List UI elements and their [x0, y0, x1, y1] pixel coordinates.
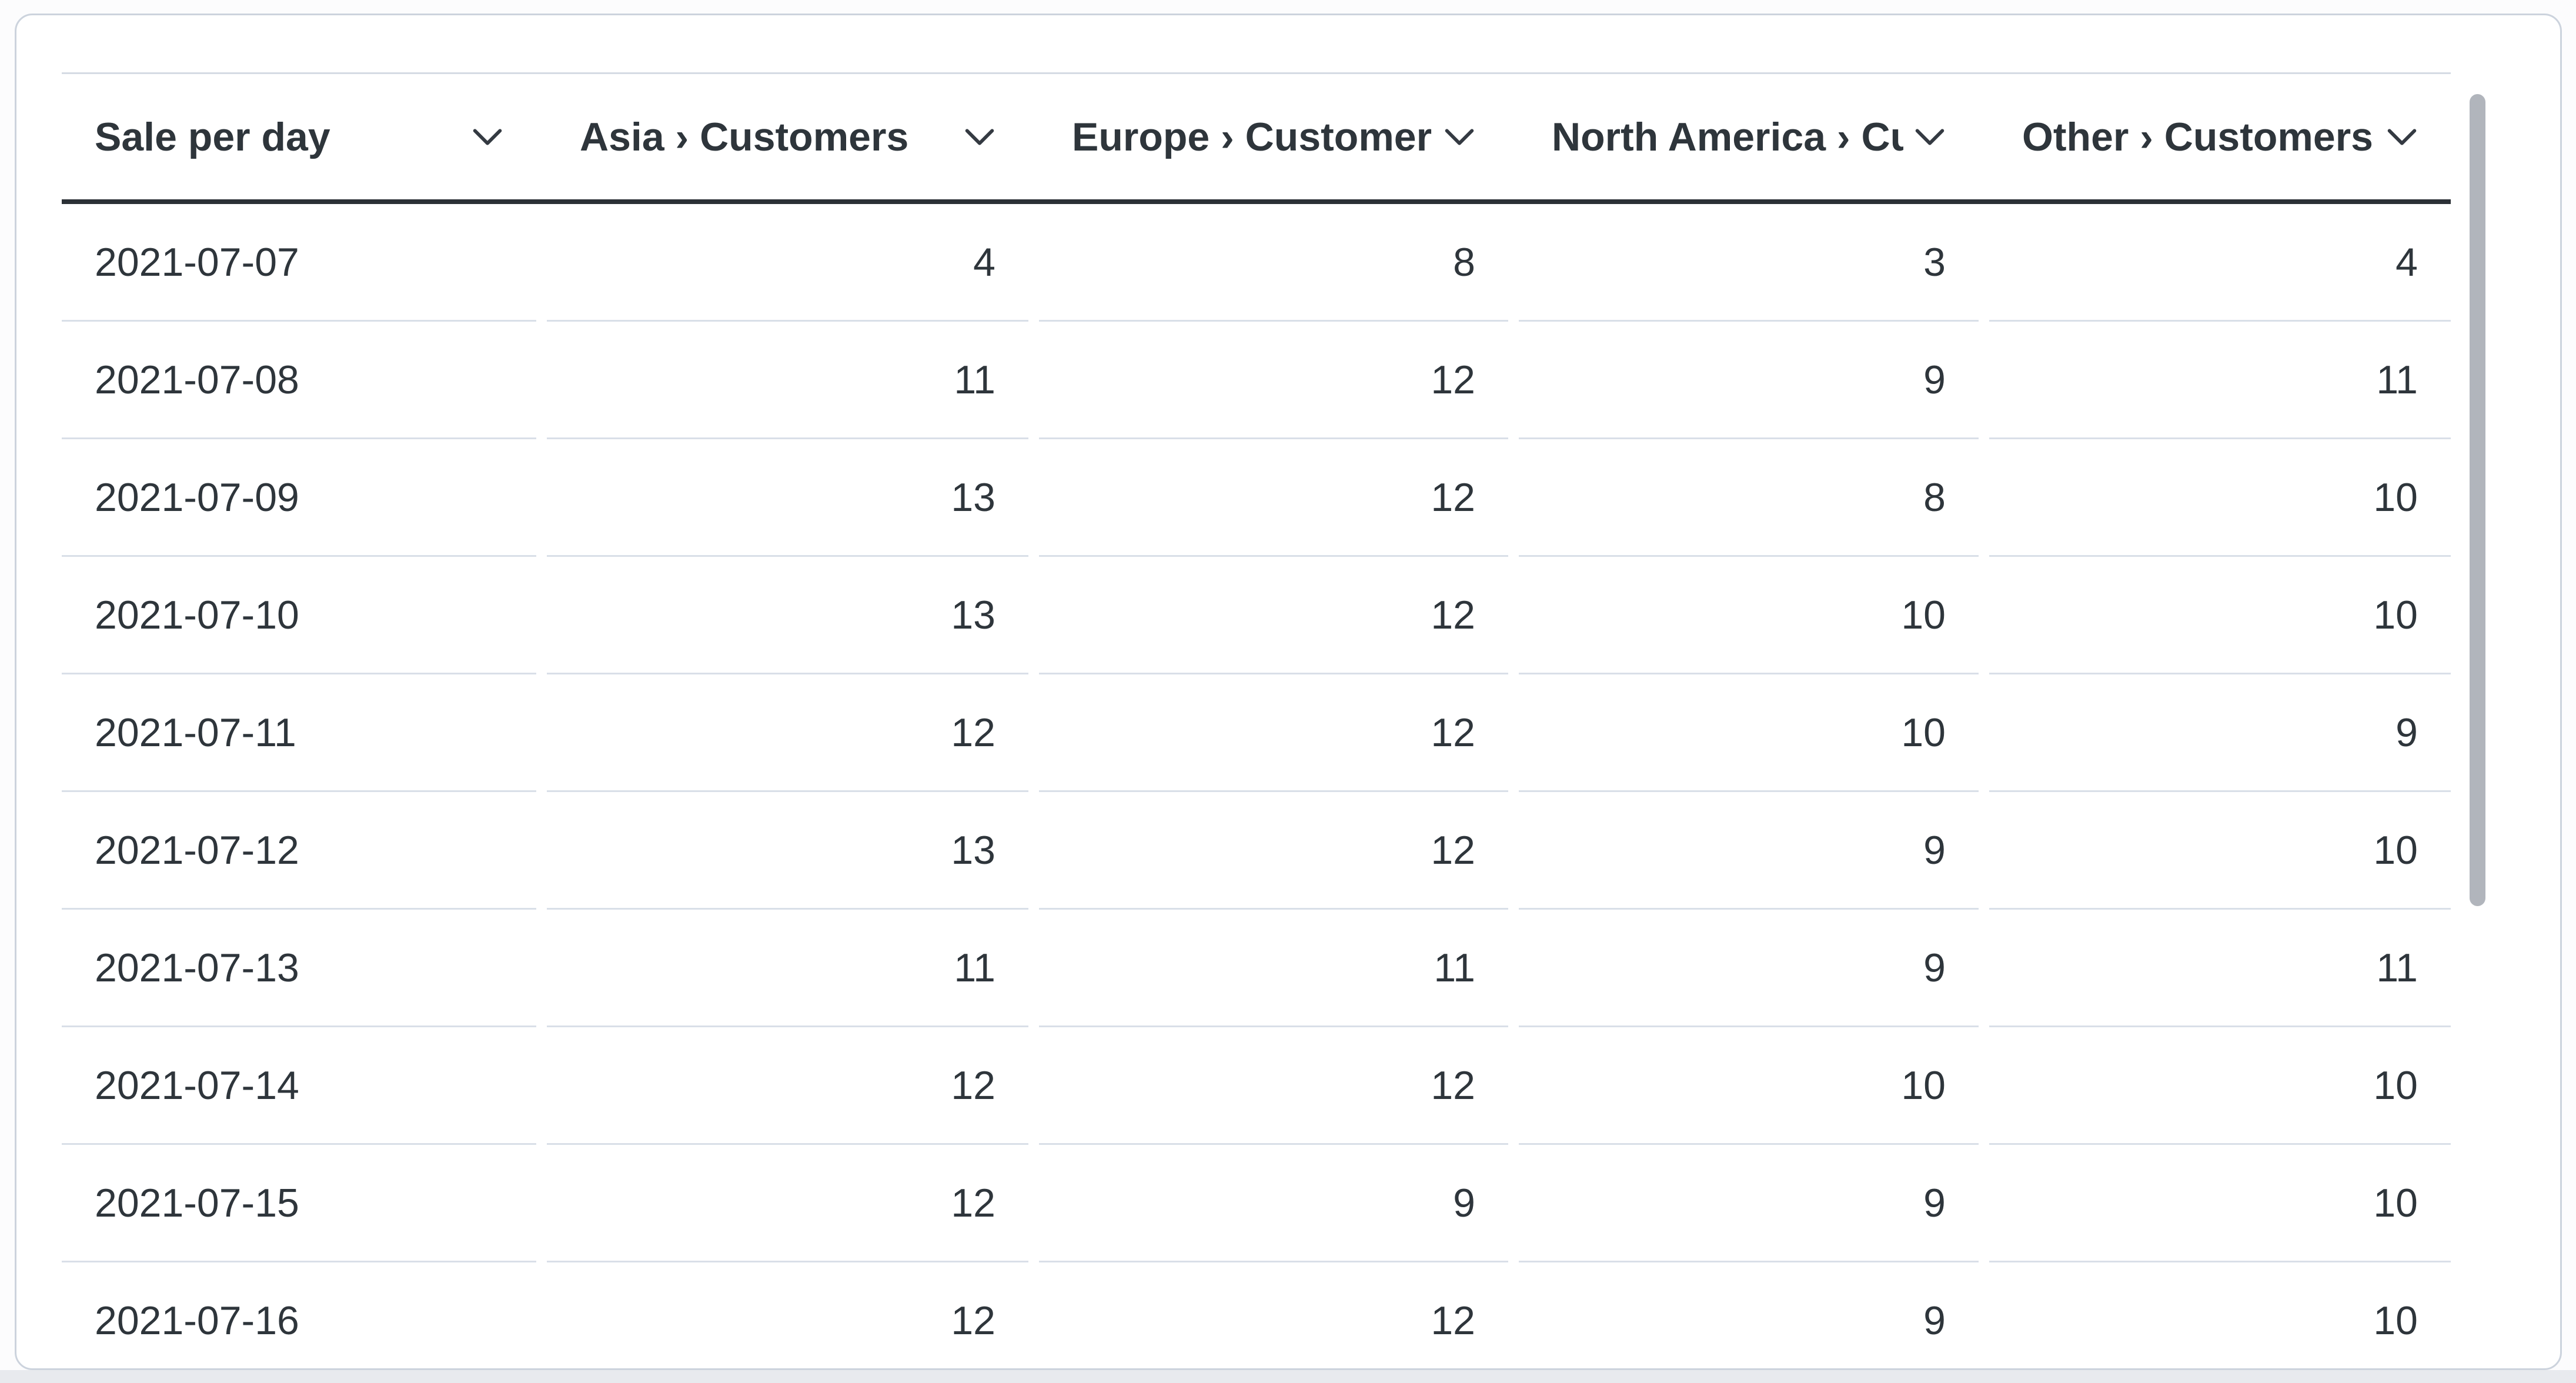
table-row: 2021-07-16 12 12 9 10 [62, 1262, 2451, 1368]
value-cell[interactable]: 9 [1039, 1145, 1508, 1262]
value-cell[interactable]: 9 [1519, 792, 1979, 910]
vertical-scrollbar[interactable] [2470, 94, 2485, 1364]
page-bottom-strip [0, 1370, 2576, 1383]
value-cell[interactable]: 4 [1989, 204, 2451, 322]
value-cell[interactable]: 12 [547, 1145, 1028, 1262]
table-row: 2021-07-09 13 12 8 10 [62, 439, 2451, 557]
value-cell[interactable]: 10 [1989, 557, 2451, 674]
value-cell[interactable]: 9 [1519, 910, 1979, 1027]
value-cell[interactable]: 12 [547, 674, 1028, 792]
value-cell[interactable]: 11 [1989, 322, 2451, 439]
date-cell[interactable]: 2021-07-10 [62, 557, 536, 674]
table-row: 2021-07-07 4 8 3 4 [62, 204, 2451, 322]
column-header-label: Other › Customers [2022, 114, 2373, 159]
chevron-down-icon [1445, 128, 1474, 145]
table-row: 2021-07-10 13 12 10 10 [62, 557, 2451, 674]
table-row: 2021-07-13 11 11 9 11 [62, 910, 2451, 1027]
value-cell[interactable]: 12 [547, 1262, 1028, 1368]
table-row: 2021-07-08 11 12 9 11 [62, 322, 2451, 439]
value-cell[interactable]: 11 [1989, 910, 2451, 1027]
table-row: 2021-07-11 12 12 10 9 [62, 674, 2451, 792]
value-cell[interactable]: 13 [547, 792, 1028, 910]
table-row: 2021-07-12 13 12 9 10 [62, 792, 2451, 910]
value-cell[interactable]: 10 [1989, 1027, 2451, 1145]
value-cell[interactable]: 13 [547, 439, 1028, 557]
date-cell[interactable]: 2021-07-12 [62, 792, 536, 910]
value-cell[interactable]: 11 [547, 322, 1028, 439]
date-cell[interactable]: 2021-07-11 [62, 674, 536, 792]
value-cell[interactable]: 9 [1989, 674, 2451, 792]
value-cell[interactable]: 10 [1519, 1027, 1979, 1145]
value-cell[interactable]: 10 [1989, 1262, 2451, 1368]
value-cell[interactable]: 8 [1519, 439, 1979, 557]
value-cell[interactable]: 9 [1519, 1145, 1979, 1262]
sales-table: Sale per day Asia › Customers Europe › C… [62, 72, 2451, 1368]
column-header-label: Asia › Customers [580, 114, 909, 159]
value-cell[interactable]: 4 [547, 204, 1028, 322]
value-cell[interactable]: 12 [1039, 439, 1508, 557]
chevron-down-icon [2387, 128, 2417, 145]
value-cell[interactable]: 10 [1989, 439, 2451, 557]
value-cell[interactable]: 3 [1519, 204, 1979, 322]
value-cell[interactable]: 10 [1519, 674, 1979, 792]
value-cell[interactable]: 10 [1989, 1145, 2451, 1262]
date-cell[interactable]: 2021-07-13 [62, 910, 536, 1027]
value-cell[interactable]: 9 [1519, 1262, 1979, 1368]
value-cell[interactable]: 11 [1039, 910, 1508, 1027]
table-header-row: Sale per day Asia › Customers Europe › C… [62, 72, 2451, 204]
date-cell[interactable]: 2021-07-14 [62, 1027, 536, 1145]
value-cell[interactable]: 12 [1039, 1262, 1508, 1368]
date-cell[interactable]: 2021-07-15 [62, 1145, 536, 1262]
column-header-other-customers[interactable]: Other › Customers [1989, 74, 2451, 199]
value-cell[interactable]: 12 [1039, 792, 1508, 910]
scrollbar-thumb[interactable] [2470, 94, 2485, 906]
value-cell[interactable]: 9 [1519, 322, 1979, 439]
column-header-asia-customers[interactable]: Asia › Customers [547, 74, 1028, 199]
table-row: 2021-07-15 12 9 9 10 [62, 1145, 2451, 1262]
column-header-label: North America › Customers [1552, 114, 1903, 159]
value-cell[interactable]: 12 [1039, 1027, 1508, 1145]
value-cell[interactable]: 11 [547, 910, 1028, 1027]
value-cell[interactable]: 10 [1989, 792, 2451, 910]
table-row: 2021-07-14 12 12 10 10 [62, 1027, 2451, 1145]
value-cell[interactable]: 8 [1039, 204, 1508, 322]
value-cell[interactable]: 12 [1039, 557, 1508, 674]
table-body: 2021-07-07 4 8 3 4 2021-07-08 11 12 9 11 2021-07-0… [62, 204, 2451, 1368]
value-cell[interactable]: 12 [1039, 322, 1508, 439]
date-cell[interactable]: 2021-07-09 [62, 439, 536, 557]
column-header-label: Europe › Customers [1072, 114, 1433, 159]
value-cell[interactable]: 12 [547, 1027, 1028, 1145]
column-header-sale-per-day[interactable]: Sale per day [62, 74, 536, 199]
table-visualization-card: Sale per day Asia › Customers Europe › C… [15, 14, 2562, 1370]
chevron-down-icon [1915, 128, 1944, 145]
column-header-north-america-customers[interactable]: North America › Customers [1519, 74, 1979, 199]
chevron-down-icon [473, 128, 502, 145]
chevron-down-icon [965, 128, 994, 145]
date-cell[interactable]: 2021-07-08 [62, 322, 536, 439]
value-cell[interactable]: 10 [1519, 557, 1979, 674]
date-cell[interactable]: 2021-07-07 [62, 204, 536, 322]
column-header-europe-customers[interactable]: Europe › Customers [1039, 74, 1508, 199]
value-cell[interactable]: 13 [547, 557, 1028, 674]
value-cell[interactable]: 12 [1039, 674, 1508, 792]
date-cell[interactable]: 2021-07-16 [62, 1262, 536, 1368]
column-header-label: Sale per day [95, 114, 330, 159]
